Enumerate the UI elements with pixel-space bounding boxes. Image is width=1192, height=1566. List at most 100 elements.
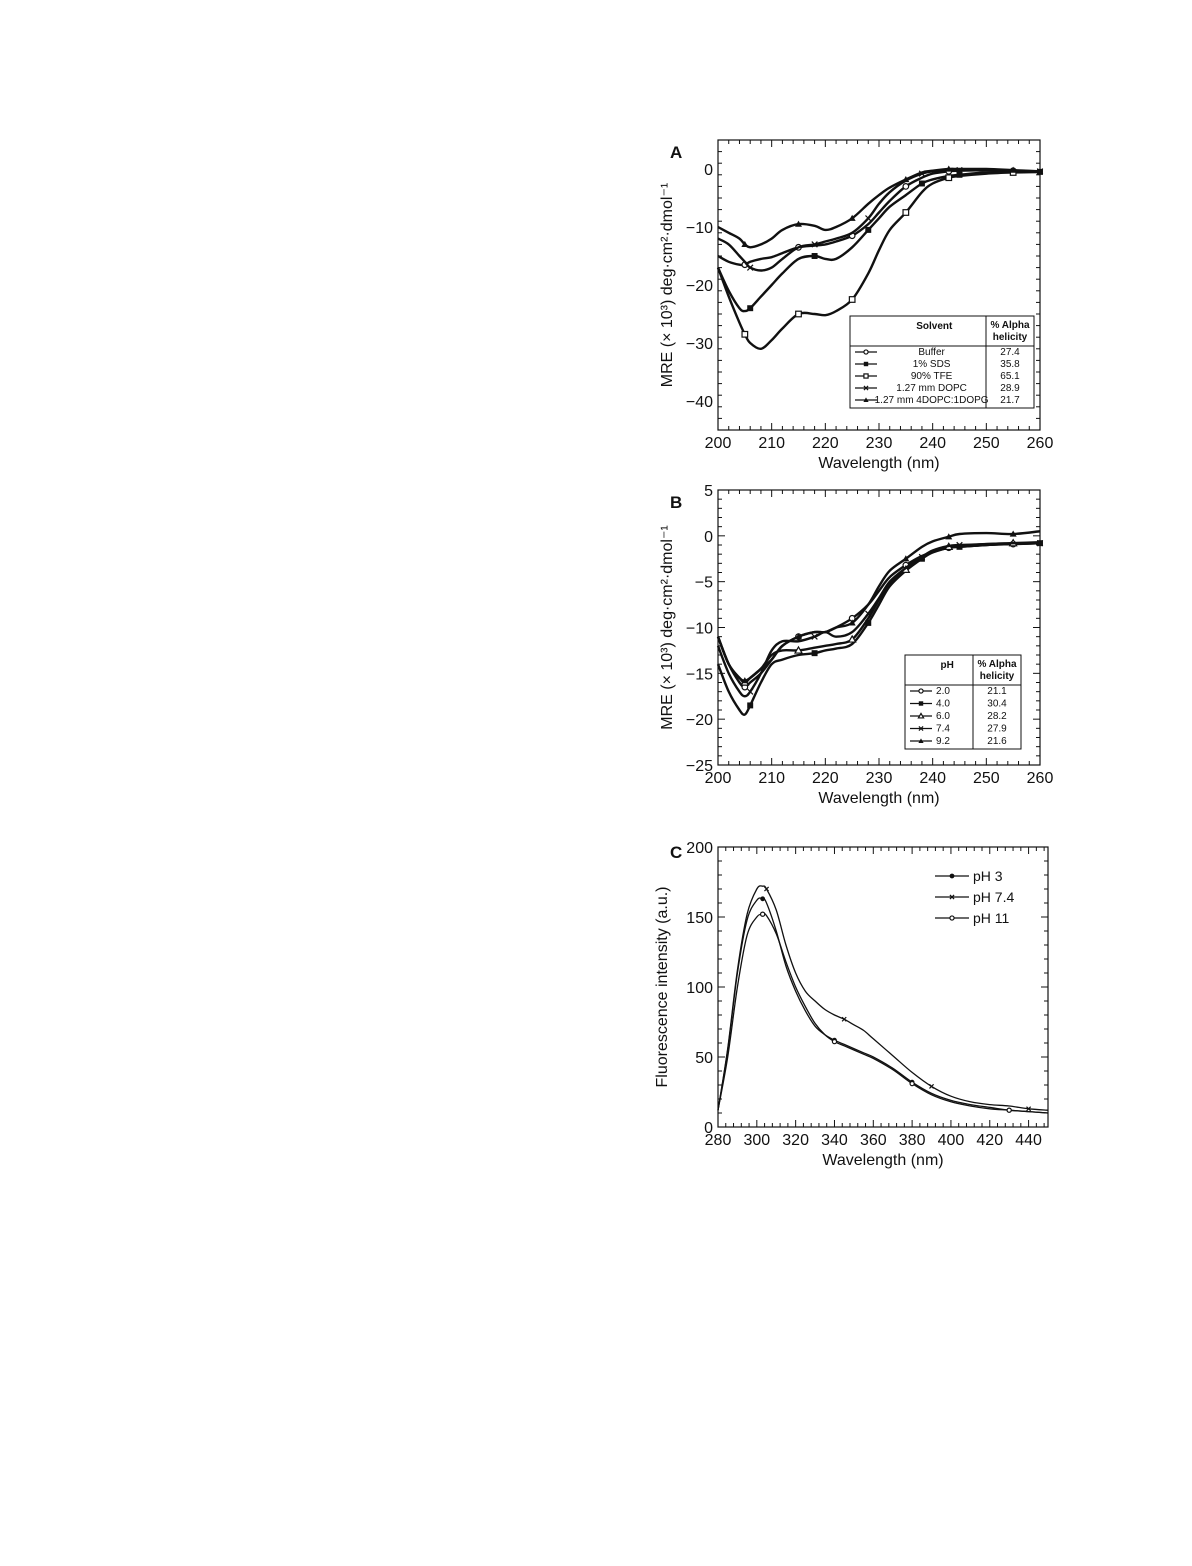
legend-marker — [918, 701, 924, 706]
y-tick-label: −25 — [686, 758, 713, 775]
legend-label: 6.0 — [936, 711, 950, 722]
data-point — [909, 1080, 915, 1087]
legend-header-label: pH — [940, 660, 953, 671]
legend-header-label: Solvent — [916, 321, 953, 332]
series-line-3 — [717, 912, 1049, 1114]
x-tick-label: 360 — [860, 1132, 887, 1149]
x-tick-label: 240 — [919, 770, 946, 787]
y-tick-label: 100 — [686, 980, 713, 997]
data-point — [747, 305, 754, 312]
series-line-1 — [717, 897, 1049, 1114]
y-tick-label: 0 — [704, 1120, 713, 1137]
legend-value: 30.4 — [987, 699, 1007, 710]
y-axis-label: MRE (× 10³) deg·cm²·dmol⁻¹ — [659, 183, 676, 387]
data-point — [795, 220, 802, 227]
legend-value: 28.2 — [987, 711, 1007, 722]
y-tick-label: −20 — [686, 712, 713, 729]
legend-marker — [863, 373, 869, 379]
data-point — [1006, 1107, 1012, 1113]
data-point — [902, 209, 910, 216]
y-tick-label: −40 — [686, 394, 713, 411]
x-tick-label: 260 — [1027, 770, 1054, 787]
x-tick-label: 200 — [705, 435, 732, 452]
x-tick-label: 420 — [976, 1132, 1003, 1149]
series-line-5 — [717, 167, 1041, 249]
legend-value: 27.4 — [1000, 347, 1020, 358]
data-point — [918, 553, 926, 561]
x-tick-label: 400 — [938, 1132, 965, 1149]
data-point — [945, 533, 953, 540]
legend-marker — [949, 915, 955, 921]
data-point — [759, 911, 766, 917]
data-point — [741, 330, 749, 338]
y-tick-label: 0 — [704, 529, 713, 546]
chart-panel-b: B 200 210 220 230 240 250 260 5 0 −5 −10 −15 −20 −25 Wa… — [659, 483, 1053, 807]
legend-header-value: helicity — [980, 671, 1015, 682]
x-tick-label: 220 — [812, 770, 839, 787]
legend-header-value: % Alpha — [977, 659, 1017, 670]
data-point — [865, 610, 872, 617]
data-point — [764, 886, 770, 892]
legend-value: 21.7 — [1000, 395, 1020, 406]
legend-marker — [863, 385, 869, 391]
x-tick-label: 260 — [1027, 435, 1054, 452]
legend-label: pH 3 — [973, 868, 1003, 884]
x-tick-label: 210 — [758, 435, 785, 452]
data-point — [945, 174, 953, 182]
y-tick-label: −5 — [695, 575, 713, 592]
x-tick-label: 230 — [866, 435, 893, 452]
legend-label: 9.2 — [936, 736, 950, 747]
legend-marker — [917, 712, 925, 719]
data-point — [741, 240, 749, 248]
y-axis-label: Fluorescence intensity (a.u.) — [654, 887, 671, 1088]
data-point — [831, 1038, 838, 1045]
legend-box — [904, 654, 1022, 750]
data-point — [865, 215, 872, 222]
x-tick-label: 210 — [758, 770, 785, 787]
x-tick-label: 220 — [812, 435, 839, 452]
legend-marker — [863, 397, 869, 402]
legend-label: 4.0 — [936, 699, 950, 710]
data-point — [747, 702, 754, 709]
panel-label: A — [670, 143, 682, 162]
x-tick-label: 250 — [973, 435, 1000, 452]
y-tick-label: −30 — [686, 336, 713, 353]
data-point — [760, 896, 766, 902]
x-axis-label: Wavelength (nm) — [818, 455, 939, 472]
series-line-2 — [717, 885, 1049, 1111]
y-tick-label: 200 — [686, 840, 713, 857]
data-point — [795, 310, 802, 318]
data-point — [902, 175, 910, 183]
legend-value: 21.6 — [987, 736, 1007, 747]
legend-label: 1.27 mm DOPC — [896, 383, 967, 394]
legend-label: 2.0 — [936, 686, 950, 697]
panel-label: B — [670, 493, 682, 512]
y-tick-label: −10 — [686, 621, 713, 638]
legend-value: 65.1 — [1000, 371, 1020, 382]
data-point — [1009, 530, 1017, 537]
legend-value: 27.9 — [987, 724, 1007, 735]
legend-marker — [949, 894, 955, 900]
data-point — [918, 180, 925, 187]
x-tick-label: 340 — [821, 1132, 848, 1149]
x-axis-label: Wavelength (nm) — [818, 790, 939, 807]
data-point — [848, 214, 856, 221]
data-point — [746, 264, 754, 271]
y-tick-label: −15 — [686, 666, 713, 683]
data-point — [1026, 1106, 1032, 1112]
data-point — [865, 619, 872, 626]
y-tick-label: 50 — [695, 1050, 713, 1067]
data-point — [741, 677, 749, 684]
data-point — [811, 650, 818, 657]
data-point — [956, 541, 963, 549]
legend-label: 7.4 — [936, 724, 950, 735]
legend-label: pH 7.4 — [973, 889, 1014, 905]
y-axis-label: MRE (× 10³) deg·cm²·dmol⁻¹ — [659, 525, 676, 729]
legend-label: 1.27 mm 4DOPC:1DOPG — [875, 395, 989, 406]
chart-panel-c: C 280 300 320 340 360 380 400 420 440 0 50 100 150 200… — [654, 840, 1049, 1169]
x-tick-label: 300 — [743, 1132, 770, 1149]
data-point — [811, 633, 818, 640]
